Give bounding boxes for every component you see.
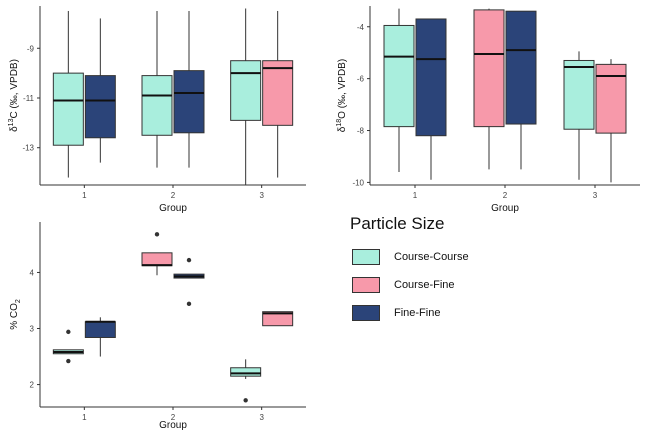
x-axis-title: Group	[159, 420, 187, 431]
box-fine-fine-group-1	[415, 18, 447, 180]
box-iqr	[415, 18, 447, 137]
y-axis-title-script: 2	[15, 299, 22, 303]
x-tick-label: 1	[82, 413, 87, 422]
outlier-point	[66, 358, 71, 364]
box-iqr	[473, 9, 505, 128]
box-course-course-group-1	[383, 8, 415, 173]
box-course-fine-group-3	[262, 10, 294, 178]
box-iqr	[262, 311, 294, 327]
x-axis-title: Group	[159, 203, 187, 214]
box-iqr	[84, 321, 116, 338]
box-iqr	[230, 367, 262, 377]
y-tick-label: -13	[22, 144, 34, 153]
y-axis-title-script: 13	[8, 118, 15, 126]
y-tick-label: -4	[357, 23, 365, 32]
box-course-course-group-2	[141, 10, 173, 168]
box-iqr	[383, 24, 415, 128]
y-axis-title-script: 18	[336, 119, 343, 127]
x-tick-label: 3	[593, 191, 598, 200]
box-iqr	[505, 10, 537, 125]
x-tick-label: 2	[171, 191, 176, 200]
x-tick-label: 2	[171, 413, 176, 422]
x-axis-title: Group	[491, 203, 519, 214]
outlier-point	[186, 257, 192, 263]
box-iqr	[52, 72, 84, 146]
box-fine-fine-group-2	[505, 10, 537, 170]
box-course-course-group-3	[230, 359, 262, 403]
x-tick-label: 1	[413, 191, 418, 200]
outlier-point	[66, 329, 71, 335]
x-tick-label: 2	[503, 191, 508, 200]
box-iqr	[595, 63, 627, 134]
box-iqr	[230, 60, 262, 121]
y-tick-label: -9	[27, 44, 35, 53]
legend-item-fine-fine: Fine-Fine	[350, 302, 630, 323]
y-axis-title: δ13C (‰, VPDB)	[8, 59, 20, 132]
y-tick-label: -10	[352, 178, 364, 187]
legend-key-course-course	[352, 248, 380, 265]
box-course-fine-group-2	[141, 232, 173, 276]
legend: Particle Size Course-Course Course-Fine …	[350, 214, 630, 330]
y-tick-label: -8	[357, 127, 365, 136]
box-fine-fine-group-1	[84, 317, 116, 357]
x-tick-label: 3	[259, 413, 264, 422]
box-iqr	[563, 59, 595, 130]
legend-label: Course-Course	[394, 250, 469, 263]
x-tick-label: 1	[82, 191, 87, 200]
y-tick-label: -6	[357, 75, 365, 84]
box-iqr	[173, 70, 205, 134]
y-axis-title-part: O (‰, VPDB)	[337, 59, 348, 119]
box-iqr	[84, 75, 116, 139]
legend-key-course-fine	[352, 276, 380, 293]
y-axis-title-part: C (‰, VPDB)	[9, 59, 20, 118]
box-course-course-group-1	[52, 10, 84, 178]
box-course-fine-group-3	[595, 59, 627, 183]
x-tick-label: 3	[259, 191, 264, 200]
y-tick-label: 2	[30, 381, 35, 390]
legend-item-course-course: Course-Course	[350, 246, 630, 267]
outlier-point	[186, 301, 192, 307]
box-iqr	[141, 252, 173, 267]
y-tick-label: 3	[30, 325, 35, 334]
box-course-fine-group-3	[262, 311, 294, 327]
y-axis-title-part: δ	[337, 126, 348, 132]
box-fine-fine-group-2	[173, 257, 205, 307]
y-axis-title-part: % CO	[9, 303, 20, 330]
box-course-course-group-3	[230, 8, 262, 185]
y-axis-title: δ18O (‰, VPDB)	[336, 59, 348, 132]
legend-item-course-fine: Course-Fine	[350, 274, 630, 295]
box-course-fine-group-2	[473, 8, 505, 170]
legend-key-fine-fine	[352, 304, 380, 321]
legend-label: Course-Fine	[394, 278, 455, 291]
legend-title: Particle Size	[350, 214, 445, 233]
box-course-course-group-1	[52, 329, 84, 364]
y-axis-title: % CO2	[9, 299, 22, 330]
y-tick-label: 4	[30, 268, 35, 277]
box-fine-fine-group-2	[173, 10, 205, 168]
box-fine-fine-group-1	[84, 18, 116, 163]
box-course-course-group-3	[563, 51, 595, 180]
legend-label: Fine-Fine	[394, 306, 441, 319]
panel-upper-right: -4 -6 -8 -10 1 2 3 Group δ18O (‰, VPDB)	[336, 6, 640, 214]
y-axis-title-part: δ	[9, 126, 20, 132]
outlier-point	[154, 232, 160, 237]
box-iqr	[141, 75, 173, 136]
box-iqr	[262, 60, 294, 126]
outlier-point	[243, 398, 248, 403]
panel-upper-left: -9 -11 -13 1 2 3 Group δ13C (‰, VPDB)	[8, 6, 306, 214]
y-tick-label: -11	[23, 94, 35, 103]
